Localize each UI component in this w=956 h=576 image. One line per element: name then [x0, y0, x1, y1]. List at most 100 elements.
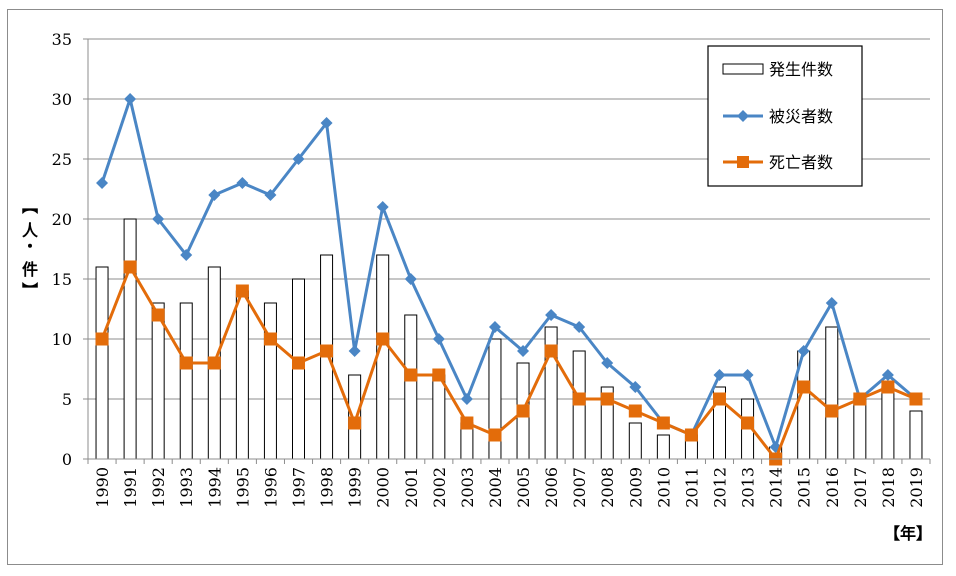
deaths-point: [516, 404, 530, 418]
victims-point: [292, 153, 305, 165]
deaths-point: [488, 428, 502, 442]
x-tick-label: 1995: [233, 467, 252, 508]
y-tick-label: 30: [52, 90, 72, 109]
x-tick-label: 2001: [402, 467, 421, 508]
bar: [235, 290, 249, 460]
x-tick-label: 2000: [374, 467, 393, 508]
deaths-point: [909, 392, 923, 406]
deaths-point: [432, 368, 446, 382]
victims-point: [152, 213, 165, 225]
victims-point: [460, 393, 473, 405]
legend-label-victims: 被災者数: [769, 107, 833, 126]
bar: [432, 374, 446, 460]
x-tick-label: 2019: [907, 467, 926, 508]
x-tick-label: 2003: [458, 467, 477, 508]
axes: [83, 38, 931, 464]
y-axis-title-char: 【: [20, 198, 39, 214]
x-tick-label: 1992: [149, 467, 168, 508]
bar: [95, 266, 109, 460]
legend-label-occurrences: 発生件数: [769, 60, 833, 79]
victims-point: [573, 321, 586, 333]
y-axis-title-char: 人: [22, 221, 39, 240]
bar: [628, 422, 642, 460]
victims-point: [713, 369, 726, 381]
x-tick-label: 1996: [261, 467, 280, 508]
x-tick-label: 2005: [514, 467, 533, 508]
x-tick-label: 1990: [93, 467, 112, 508]
victims-point: [96, 177, 109, 189]
deaths-point: [376, 332, 390, 346]
x-tick-label: 2013: [739, 467, 758, 508]
deaths-point: [320, 344, 334, 358]
deaths-point: [656, 416, 670, 430]
y-tick-label: 10: [52, 330, 72, 349]
x-tick-label: 2015: [795, 467, 814, 508]
deaths-point: [628, 404, 642, 418]
deaths-point: [292, 356, 305, 370]
x-tick-label: 1993: [177, 467, 196, 508]
x-tick-label: 2007: [570, 467, 589, 508]
x-tick-label: 1997: [290, 467, 309, 508]
x-tick-label: 2017: [851, 467, 870, 508]
bar: [825, 326, 839, 460]
legend-marker-diamond: [737, 110, 749, 122]
legend-bar-swatch: [722, 63, 764, 75]
bar: [151, 302, 165, 460]
y-tick-label: 25: [52, 150, 72, 169]
victims-point: [797, 345, 810, 357]
y-tick-label: 20: [52, 210, 72, 229]
bar: [263, 302, 277, 460]
deaths-point: [600, 392, 614, 406]
deaths-point: [741, 416, 755, 430]
y-tick-labels: 0 5 10 15 20 25 30 35: [52, 30, 72, 469]
y-axis-title-char: ・: [22, 237, 38, 256]
victims-point: [545, 309, 558, 321]
victims-point: [517, 345, 530, 357]
x-tick-label: 2004: [486, 467, 505, 508]
y-tick-label: 15: [52, 270, 72, 289]
victims-point: [629, 381, 642, 393]
victims-point: [348, 345, 361, 357]
bar: [404, 314, 418, 460]
x-tick-label: 2006: [542, 467, 561, 508]
deaths-point: [151, 308, 165, 322]
x-tick-label: 2014: [767, 467, 786, 508]
deaths-point: [825, 404, 839, 418]
victims-point: [376, 201, 389, 213]
x-tick-label: 1991: [121, 467, 140, 508]
y-axis-title-char: 】: [20, 282, 39, 298]
victims-point: [881, 369, 894, 381]
victims-point: [208, 189, 221, 201]
deaths-point: [572, 392, 586, 406]
x-tick-label: 2018: [879, 467, 898, 508]
y-tick-label: 35: [52, 30, 72, 49]
legend: 発生件数 被災者数 死亡者数: [707, 45, 863, 187]
x-tick-label: 2011: [682, 467, 701, 508]
deaths-point: [713, 392, 726, 406]
deaths-point: [853, 392, 867, 406]
y-axis-title-char: 件: [22, 260, 38, 279]
deaths-point: [348, 416, 362, 430]
x-tick-label: 2012: [711, 467, 730, 508]
victims-point: [825, 297, 838, 309]
deaths-point: [544, 344, 558, 358]
victims-point: [236, 177, 249, 189]
victims-line: [100, 97, 917, 449]
y-tick-label: 0: [62, 450, 72, 469]
victims-point: [180, 249, 193, 261]
bar: [881, 386, 895, 460]
deaths-point: [460, 416, 474, 430]
bar: [909, 410, 923, 460]
chart-frame: [7, 9, 943, 565]
deaths-point: [797, 380, 811, 394]
x-tick-label: 1994: [205, 467, 224, 508]
deaths-point: [179, 356, 193, 370]
lines-series: [95, 93, 923, 466]
legend-label-deaths: 死亡者数: [769, 153, 833, 172]
x-tick-label: 2016: [823, 467, 842, 508]
x-tick-label: 2008: [598, 467, 617, 508]
victims-point: [741, 369, 754, 381]
y-axis-title: 【人・件】: [20, 198, 39, 298]
victims-point: [124, 93, 137, 105]
